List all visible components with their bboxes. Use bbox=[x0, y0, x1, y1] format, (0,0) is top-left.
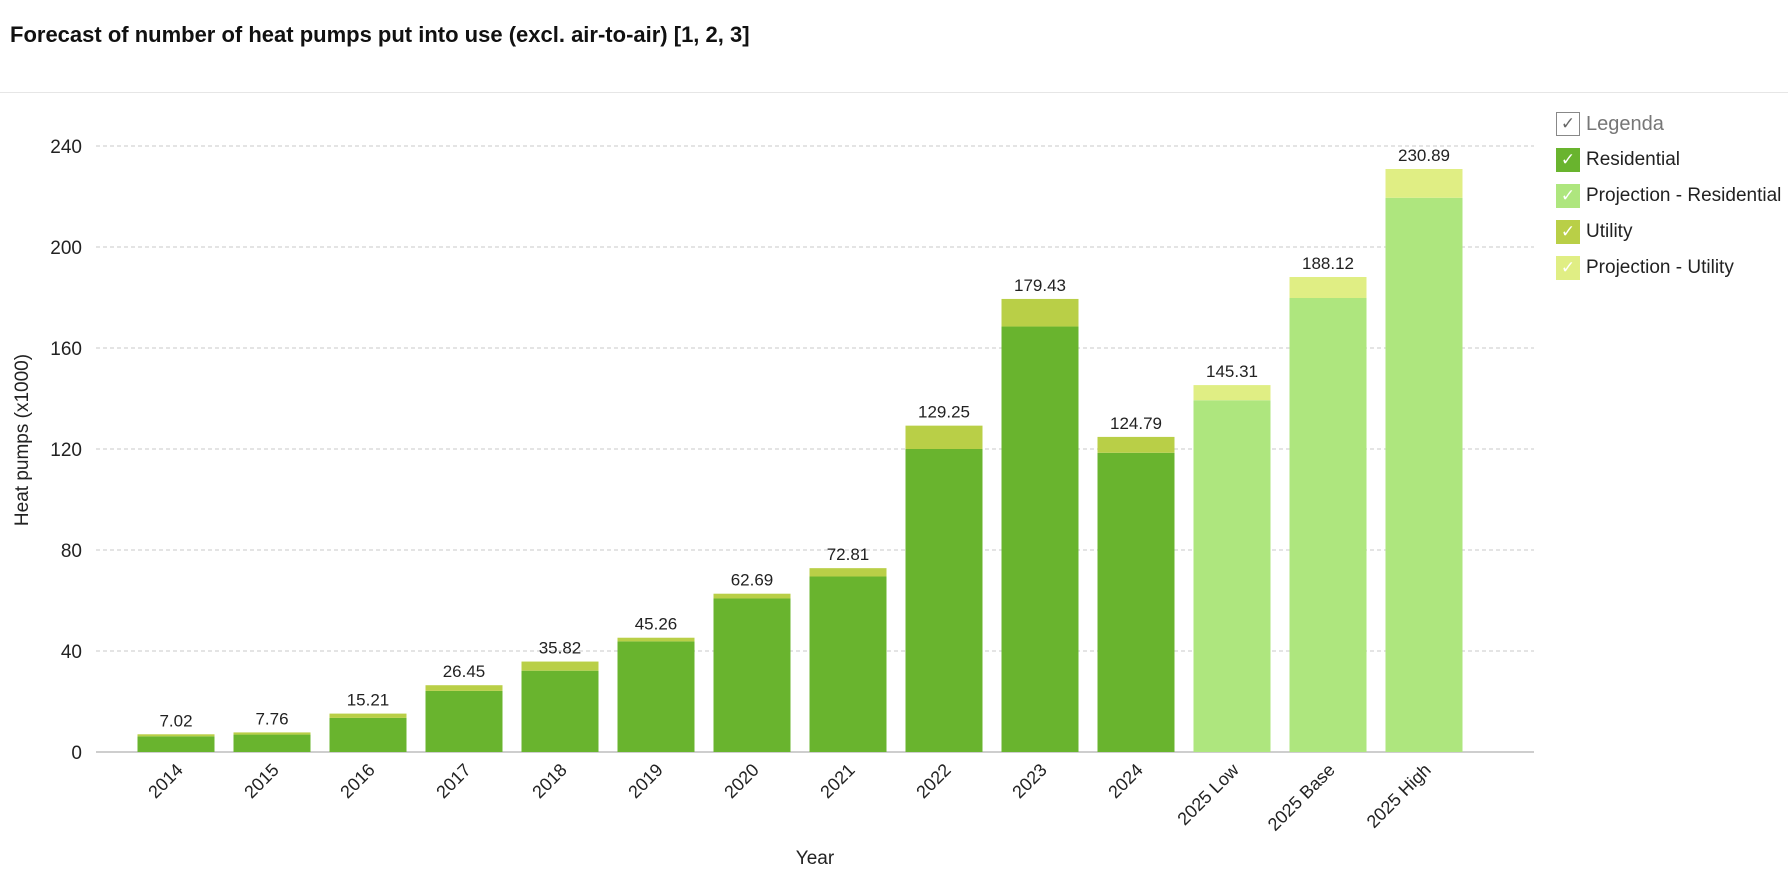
legend-header-checkbox-icon[interactable]: ✓ bbox=[1556, 112, 1580, 136]
bars: 7.02 7.76 15.21 26.45 35.82 45.26 62.69 72.81 12… bbox=[137, 146, 1463, 752]
legend-item-projection-utility[interactable]: ✓ Projection - Utility bbox=[1556, 250, 1781, 286]
bar-segment-residential[interactable] bbox=[617, 641, 695, 752]
bar-segment-residential[interactable] bbox=[1001, 326, 1079, 752]
legend-item-projection-residential[interactable]: ✓ Projection - Residential bbox=[1556, 178, 1781, 214]
x-tick-label: 2019 bbox=[624, 760, 666, 802]
bar-segment-projection-residential[interactable] bbox=[1193, 400, 1271, 752]
y-tick-label: 0 bbox=[71, 743, 82, 764]
bar-total-label: 26.45 bbox=[443, 662, 486, 681]
bar-segment-projection-utility[interactable] bbox=[1193, 385, 1271, 401]
y-tick-label: 160 bbox=[50, 339, 82, 360]
bar-total-label: 145.31 bbox=[1206, 362, 1258, 381]
legend-checkbox-icon[interactable]: ✓ bbox=[1556, 148, 1580, 172]
x-tick-label: 2025 Low bbox=[1173, 759, 1243, 829]
title-divider bbox=[0, 92, 1788, 93]
y-tick-label: 120 bbox=[50, 440, 82, 461]
bar-segment-projection-utility[interactable] bbox=[1289, 276, 1367, 299]
bar-segment-residential[interactable] bbox=[137, 736, 215, 752]
bar-segment-residential[interactable] bbox=[329, 717, 407, 752]
legend-label: Utility bbox=[1586, 221, 1633, 242]
bar-segment-utility[interactable] bbox=[233, 732, 311, 735]
bar-total-label: 230.89 bbox=[1398, 146, 1450, 165]
x-tick-label: 2014 bbox=[144, 760, 186, 802]
bar-segment-residential[interactable] bbox=[1097, 452, 1175, 752]
x-tick-label: 2018 bbox=[528, 760, 570, 802]
bar-total-label: 7.76 bbox=[255, 709, 288, 728]
bar-segment-utility[interactable] bbox=[713, 593, 791, 599]
y-axis-label: Heat pumps (x1000) bbox=[12, 354, 33, 526]
legend-checkbox-icon[interactable]: ✓ bbox=[1556, 256, 1580, 280]
bar-segment-utility[interactable] bbox=[425, 685, 503, 691]
bar-segment-residential[interactable] bbox=[809, 576, 887, 752]
x-tick-label: 2024 bbox=[1104, 760, 1146, 802]
bar-segment-utility[interactable] bbox=[329, 713, 407, 718]
bar-segment-utility[interactable] bbox=[137, 734, 215, 737]
bar-segment-utility[interactable] bbox=[521, 661, 599, 671]
x-tick-label: 2025 Base bbox=[1264, 760, 1339, 835]
legend-checkbox-icon[interactable]: ✓ bbox=[1556, 184, 1580, 208]
x-tick-label: 2017 bbox=[432, 760, 474, 802]
bar-segment-utility[interactable] bbox=[1097, 436, 1175, 453]
bar-total-label: 62.69 bbox=[731, 571, 774, 590]
bar-segment-utility[interactable] bbox=[809, 568, 887, 577]
legend-header-label: Legenda bbox=[1586, 112, 1664, 135]
legend: ✓ Legenda ✓ Residential ✓ Projection - Resi… bbox=[1556, 106, 1781, 286]
x-tick-label: 2023 bbox=[1008, 760, 1050, 802]
bar-total-label: 45.26 bbox=[635, 615, 678, 634]
bar-segment-residential[interactable] bbox=[233, 734, 311, 752]
bar-total-label: 188.12 bbox=[1302, 254, 1354, 273]
bar-segment-utility[interactable] bbox=[1001, 298, 1079, 327]
x-tick-label: 2022 bbox=[912, 760, 954, 802]
x-axis-label: Year bbox=[796, 848, 835, 869]
bar-segment-utility[interactable] bbox=[905, 425, 983, 449]
bar-total-label: 72.81 bbox=[827, 545, 870, 564]
bar-total-label: 15.21 bbox=[347, 691, 390, 710]
bar-total-label: 35.82 bbox=[539, 639, 582, 658]
bar-total-label: 7.02 bbox=[159, 711, 192, 730]
y-tick-label: 200 bbox=[50, 238, 82, 259]
legend-label: Residential bbox=[1586, 149, 1680, 170]
bar-segment-projection-utility[interactable] bbox=[1385, 169, 1463, 198]
bar-total-label: 129.25 bbox=[918, 403, 970, 422]
x-tick-label: 2020 bbox=[720, 760, 762, 802]
bar-segment-projection-residential[interactable] bbox=[1385, 197, 1463, 752]
legend-item-utility[interactable]: ✓ Utility bbox=[1556, 214, 1781, 250]
x-axis: 2014 2015 2016 2017 2018 2019 2020 2021 2022 2023… bbox=[144, 759, 1434, 835]
legend-label: Projection - Residential bbox=[1586, 185, 1782, 206]
x-tick-label: 2015 bbox=[240, 760, 282, 802]
bar-segment-residential[interactable] bbox=[521, 670, 599, 752]
y-tick-label: 40 bbox=[61, 642, 82, 663]
y-tick-label: 240 bbox=[50, 137, 82, 158]
bar-segment-residential[interactable] bbox=[905, 449, 983, 752]
bar-total-label: 124.79 bbox=[1110, 414, 1162, 433]
legend-checkbox-icon[interactable]: ✓ bbox=[1556, 220, 1580, 244]
x-tick-label: 2021 bbox=[816, 760, 858, 802]
bar-segment-residential[interactable] bbox=[425, 690, 503, 752]
y-tick-label: 80 bbox=[61, 541, 82, 562]
bar-segment-utility[interactable] bbox=[617, 637, 695, 642]
legend-item-residential[interactable]: ✓ Residential bbox=[1556, 142, 1781, 178]
bar-segment-projection-residential[interactable] bbox=[1289, 298, 1367, 752]
chart-title: Forecast of number of heat pumps put int… bbox=[10, 22, 750, 47]
legend-header[interactable]: ✓ Legenda bbox=[1556, 106, 1781, 142]
x-tick-label: 2025 High bbox=[1363, 760, 1435, 832]
x-tick-label: 2016 bbox=[336, 760, 378, 802]
bar-segment-residential[interactable] bbox=[713, 598, 791, 752]
bar-total-label: 179.43 bbox=[1014, 276, 1066, 295]
legend-label: Projection - Utility bbox=[1586, 257, 1734, 278]
